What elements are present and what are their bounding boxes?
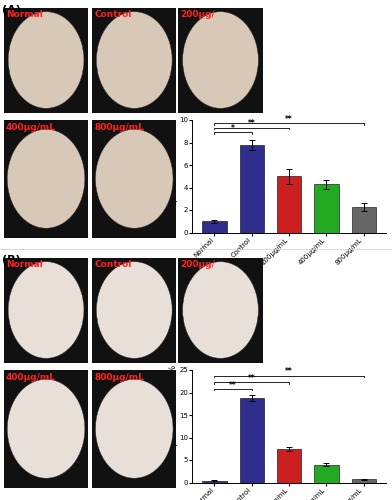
Bar [240, 398, 264, 482]
Text: Normal: Normal [6, 10, 43, 19]
Text: 800μg/mL: 800μg/mL [94, 122, 144, 132]
Text: **: ** [229, 380, 237, 390]
Text: 400μg/mL: 400μg/mL [6, 372, 56, 382]
Text: **: ** [285, 367, 293, 376]
Bar [314, 464, 339, 482]
Bar [352, 480, 376, 482]
Text: (B): (B) [2, 255, 21, 265]
Text: Control: Control [94, 10, 131, 19]
Text: Control: Control [94, 260, 131, 269]
Text: **: ** [248, 374, 256, 383]
Text: Normal: Normal [6, 260, 43, 269]
Bar [202, 221, 227, 232]
Text: 200μg/: 200μg/ [180, 10, 215, 19]
Text: *: * [231, 124, 235, 133]
Text: **: ** [285, 115, 293, 124]
Y-axis label: TRAP-positive cells count: TRAP-positive cells count [169, 128, 178, 224]
Bar [352, 206, 376, 233]
Y-axis label: Bone resorption relative area/%: Bone resorption relative area/% [169, 365, 178, 487]
Bar [240, 145, 264, 233]
Text: **: ** [248, 120, 256, 128]
Text: 800μg/mL: 800μg/mL [94, 372, 144, 382]
Bar [277, 449, 301, 482]
Text: 200μg/: 200μg/ [180, 260, 215, 269]
Text: 400μg/mL: 400μg/mL [6, 122, 56, 132]
Bar [314, 184, 339, 232]
Bar [277, 176, 301, 233]
Text: (A): (A) [2, 5, 21, 15]
Bar [202, 480, 227, 482]
